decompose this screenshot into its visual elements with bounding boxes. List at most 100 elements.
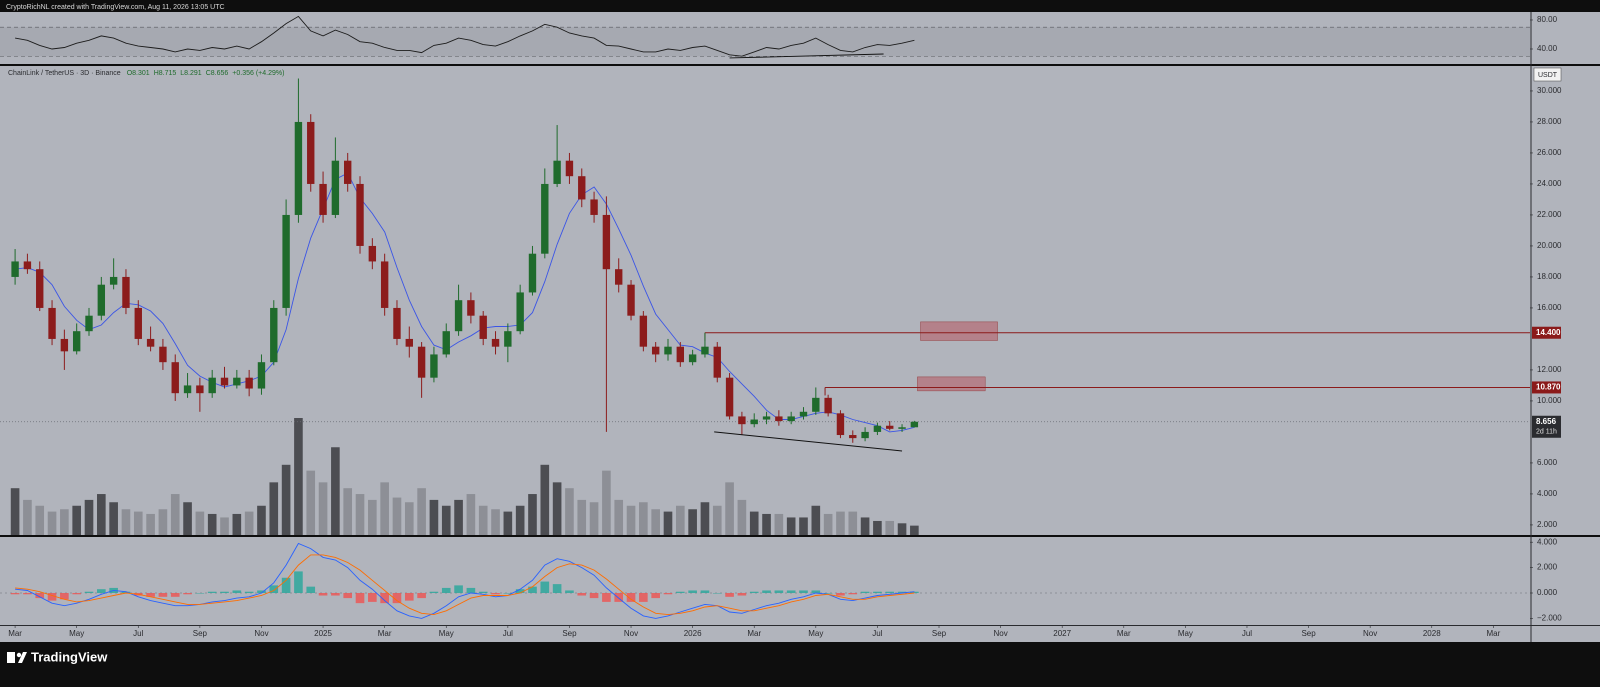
histogram-bar	[688, 590, 697, 593]
volume-bar	[170, 494, 180, 535]
volume-bar	[663, 511, 673, 535]
volume-bar	[897, 523, 907, 535]
candle-body	[36, 269, 44, 308]
candle-body	[442, 331, 450, 355]
histogram-bar	[183, 593, 192, 595]
histogram-bar	[47, 593, 57, 601]
candle-body	[701, 346, 709, 355]
candle-body	[898, 427, 906, 429]
candle-body	[787, 416, 795, 422]
logo-mark	[18, 652, 27, 663]
volume-bar	[281, 464, 291, 535]
y-tick-label: 22.000	[1537, 210, 1562, 219]
candle-body	[849, 435, 857, 439]
candle-body	[639, 315, 648, 347]
volume-bar	[331, 447, 340, 535]
histogram-bar	[478, 591, 488, 593]
histogram-bar	[84, 591, 94, 593]
volume-bar	[23, 499, 32, 535]
candle-body	[319, 183, 327, 215]
candle-body	[688, 354, 697, 363]
candle-body	[196, 385, 204, 394]
x-tick-label: Mar	[378, 629, 392, 638]
candle-body	[282, 214, 290, 308]
candle-body	[159, 346, 167, 363]
volume-bar	[220, 517, 229, 535]
y-tick-label: 80.00	[1537, 15, 1558, 24]
volume-bar	[565, 488, 574, 535]
x-tick-label: May	[439, 629, 454, 638]
target-zone	[917, 376, 986, 392]
x-tick-label: 2027	[1053, 629, 1071, 638]
histogram-bar	[565, 590, 574, 593]
x-tick-label: Jul	[872, 629, 882, 638]
histogram-bar	[528, 586, 537, 593]
histogram-bar	[663, 593, 673, 595]
x-tick-label: Mar	[1486, 629, 1500, 638]
y-tick-label: 12.000	[1537, 365, 1562, 374]
candle-body	[516, 292, 524, 332]
volume-bar	[515, 505, 525, 535]
volume-bar	[737, 499, 747, 535]
histogram-bar	[466, 587, 476, 593]
volume-bar	[503, 511, 513, 535]
time-axis	[0, 626, 1600, 642]
x-tick-label: 2028	[1423, 629, 1441, 638]
histogram-bar	[35, 593, 45, 599]
level-label: 10.870	[1536, 383, 1561, 392]
candle-body	[220, 377, 229, 386]
rsi-line	[15, 15, 915, 57]
last-price-label: 8.656	[1536, 417, 1557, 426]
candle-body	[134, 307, 142, 339]
volume-bar	[712, 505, 722, 535]
histogram-bar	[712, 593, 722, 594]
volume-bar	[343, 488, 353, 535]
volume-bar	[762, 513, 771, 535]
candle-body	[97, 284, 106, 316]
histogram-bar	[589, 593, 599, 599]
volume-bar	[257, 505, 266, 535]
candle-body	[393, 307, 401, 339]
histogram-bar	[700, 590, 710, 593]
histogram-bar	[380, 593, 389, 604]
histogram-bar	[331, 593, 340, 596]
volume-bar	[158, 509, 168, 535]
target-zone	[920, 321, 998, 341]
x-tick-label: Jul	[133, 629, 143, 638]
histogram-bar	[306, 586, 316, 593]
y-tick-label: 2.000	[1537, 563, 1558, 572]
histogram-bar	[368, 593, 377, 602]
volume-bar	[72, 505, 81, 535]
volume-bar	[885, 520, 895, 535]
macd-line	[15, 542, 915, 619]
histogram-bar	[762, 590, 771, 593]
candle-body	[85, 315, 93, 332]
volume-bar	[848, 511, 858, 535]
candle-body	[528, 253, 537, 293]
histogram-bar	[602, 593, 611, 602]
volume-bar	[97, 494, 106, 535]
volume-bar	[860, 517, 870, 535]
histogram-bar	[836, 593, 845, 596]
volume-bar	[232, 513, 242, 535]
volume-bar	[60, 509, 69, 535]
x-tick-label: Sep	[562, 629, 577, 638]
logo-mark	[7, 652, 15, 663]
histogram-bar	[515, 589, 525, 593]
candle-body	[171, 362, 179, 394]
volume-bar	[35, 505, 45, 535]
histogram-bar	[72, 593, 81, 595]
volume-bar	[651, 509, 660, 535]
level-label-box	[1532, 381, 1561, 394]
histogram-bar	[195, 593, 205, 594]
volume-bar	[380, 482, 389, 535]
y-tick-label: 6.000	[1537, 458, 1558, 467]
x-tick-label: May	[808, 629, 823, 638]
candle-body	[873, 425, 882, 432]
volume-bar	[318, 482, 328, 535]
histogram-bar	[675, 591, 685, 593]
volume-bar	[454, 499, 463, 535]
histogram-bar	[454, 585, 463, 593]
volume-bar	[774, 513, 784, 535]
